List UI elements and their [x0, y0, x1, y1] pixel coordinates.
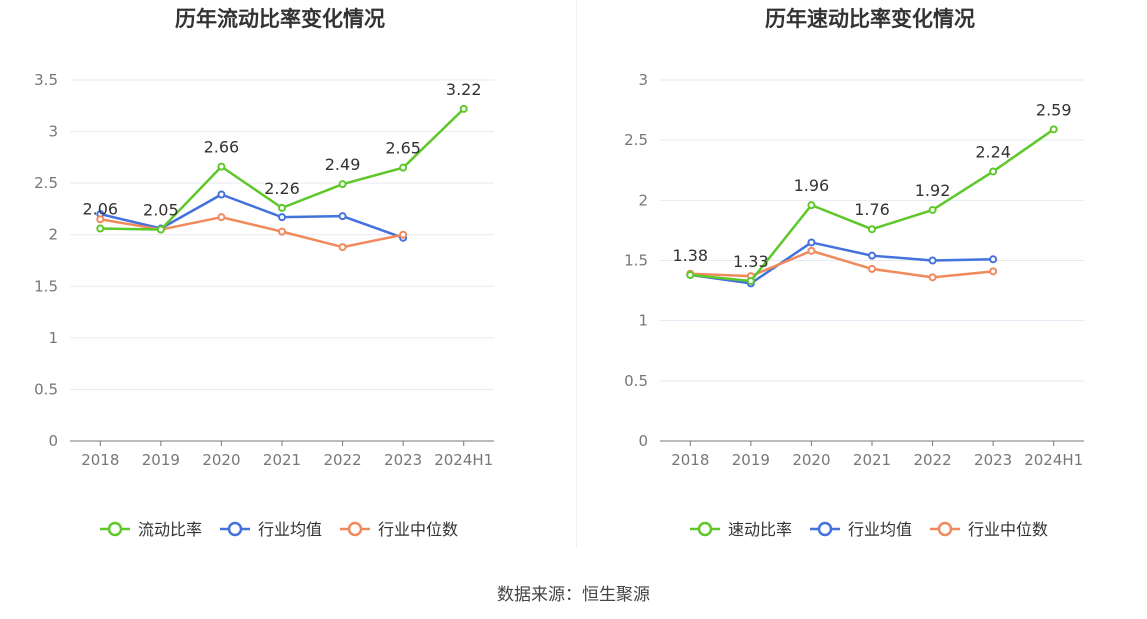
data-label: 2.06 [82, 200, 118, 219]
data-point[interactable] [989, 267, 998, 276]
y-tick-label: 1.5 [624, 252, 648, 270]
y-tick-label: 0.5 [624, 372, 648, 390]
legend-item[interactable]: 行业中位数 [378, 520, 458, 539]
legend-swatch-marker [347, 521, 363, 537]
x-tick-label: 2021 [263, 451, 301, 469]
quick-ratio-chart: 历年速动比率变化情况 0 0.5 1 1.5 2 2.5 3 2018 2019 2020 2021 2… [574, 0, 1147, 560]
data-point[interactable] [217, 162, 226, 171]
series-line [99, 193, 404, 239]
series-line [100, 215, 404, 249]
data-point[interactable] [217, 190, 226, 199]
chart-divider [576, 0, 577, 548]
data-label: 2.59 [1036, 100, 1072, 119]
data-label: 1.38 [672, 246, 708, 265]
data-point[interactable] [686, 270, 695, 279]
data-point[interactable] [338, 243, 347, 252]
data-point[interactable] [338, 180, 347, 189]
current-ratio-chart: 历年流动比率变化情况 0 0.5 1 1.5 2 2.5 3 3.5 2018 2019 2020 20… [0, 0, 573, 560]
x-tick-label: 2019 [732, 451, 770, 469]
data-label: 3.22 [446, 80, 482, 99]
legend-swatch-marker [937, 521, 953, 537]
data-label: 2.49 [325, 155, 361, 174]
data-point[interactable] [1049, 125, 1058, 134]
data-point[interactable] [278, 203, 286, 212]
data-point[interactable] [278, 213, 286, 222]
legend-item[interactable]: 行业均值 [258, 520, 322, 539]
y-tick-label: 2.5 [34, 174, 58, 192]
data-point[interactable] [928, 205, 937, 214]
x-tick-label: 2019 [142, 451, 180, 469]
data-point[interactable] [746, 276, 755, 285]
y-tick-label: 2 [48, 226, 58, 244]
data-label: 2.24 [975, 142, 1011, 161]
data-point[interactable] [96, 224, 105, 233]
x-tick-label: 2023 [974, 451, 1012, 469]
x-tick-label: 2022 [913, 451, 951, 469]
series-line [690, 241, 994, 285]
data-label: 2.26 [264, 179, 300, 198]
x-tick-label: 2021 [853, 451, 891, 469]
data-point[interactable] [217, 213, 226, 222]
data-point[interactable] [96, 215, 105, 224]
data-point[interactable] [989, 255, 998, 264]
data-point[interactable] [399, 163, 408, 172]
y-tick-label: 3.5 [34, 71, 58, 89]
y-tick-label: 2.5 [624, 131, 648, 149]
legend-item[interactable]: 流动比率 [138, 520, 202, 539]
data-label: 2.05 [143, 201, 179, 220]
x-tick-label: 2020 [202, 451, 240, 469]
legend-swatch-marker [227, 521, 243, 537]
x-tick-label: 2020 [792, 451, 830, 469]
data-point[interactable] [459, 104, 468, 113]
data-label: 2.65 [385, 139, 421, 158]
y-tick-label: 0 [48, 432, 58, 450]
legend-item[interactable]: 速动比率 [728, 520, 792, 539]
legend-swatch-marker [697, 521, 713, 537]
data-point[interactable] [278, 227, 286, 236]
y-tick-label: 3 [638, 71, 648, 89]
x-tick-label: 2018 [671, 451, 709, 469]
y-tick-label: 0 [638, 432, 648, 450]
data-point[interactable] [868, 225, 876, 234]
legend-swatch-marker [107, 521, 123, 537]
y-tick-label: 2 [638, 191, 648, 209]
data-point[interactable] [868, 264, 876, 273]
current-ratio-chart-svg: 历年流动比率变化情况 0 0.5 1 1.5 2 2.5 3 3.5 2018 2019 2020 20… [34, 7, 494, 539]
legend-item[interactable]: 行业中位数 [968, 520, 1048, 539]
x-tick-label: 2024H1 [1024, 451, 1083, 469]
data-point[interactable] [156, 225, 165, 234]
data-point[interactable] [399, 230, 408, 239]
y-tick-label: 0.5 [34, 380, 58, 398]
x-tick-label: 2024H1 [434, 451, 493, 469]
legend-item[interactable]: 行业均值 [848, 520, 912, 539]
data-point[interactable] [928, 273, 937, 282]
data-point[interactable] [338, 212, 347, 221]
y-tick-label: 1 [638, 312, 648, 330]
y-tick-label: 1 [48, 329, 58, 347]
y-tick-label: 1.5 [34, 277, 58, 295]
chart-title: 历年流动比率变化情况 [175, 7, 385, 31]
x-tick-label: 2022 [323, 451, 361, 469]
data-label: 1.92 [915, 181, 951, 200]
x-tick-label: 2023 [384, 451, 422, 469]
data-source-label: 数据来源：恒生聚源 [497, 585, 650, 605]
data-label: 1.33 [733, 252, 769, 271]
data-point[interactable] [868, 251, 876, 260]
data-point[interactable] [807, 238, 816, 247]
y-tick-label: 3 [48, 123, 58, 141]
legend-swatch-marker [817, 521, 833, 537]
data-label: 1.96 [794, 176, 830, 195]
data-label: 1.76 [854, 200, 890, 219]
quick-ratio-chart-svg: 历年速动比率变化情况 0 0.5 1 1.5 2 2.5 3 2018 2019 2020 2021 2… [624, 7, 1084, 539]
chart-title: 历年速动比率变化情况 [765, 7, 975, 31]
data-point[interactable] [807, 246, 816, 255]
data-point[interactable] [989, 167, 998, 176]
data-label: 2.66 [204, 138, 240, 157]
data-point[interactable] [928, 256, 937, 265]
x-tick-label: 2018 [81, 451, 119, 469]
data-point[interactable] [807, 201, 816, 210]
series-line [690, 249, 994, 279]
